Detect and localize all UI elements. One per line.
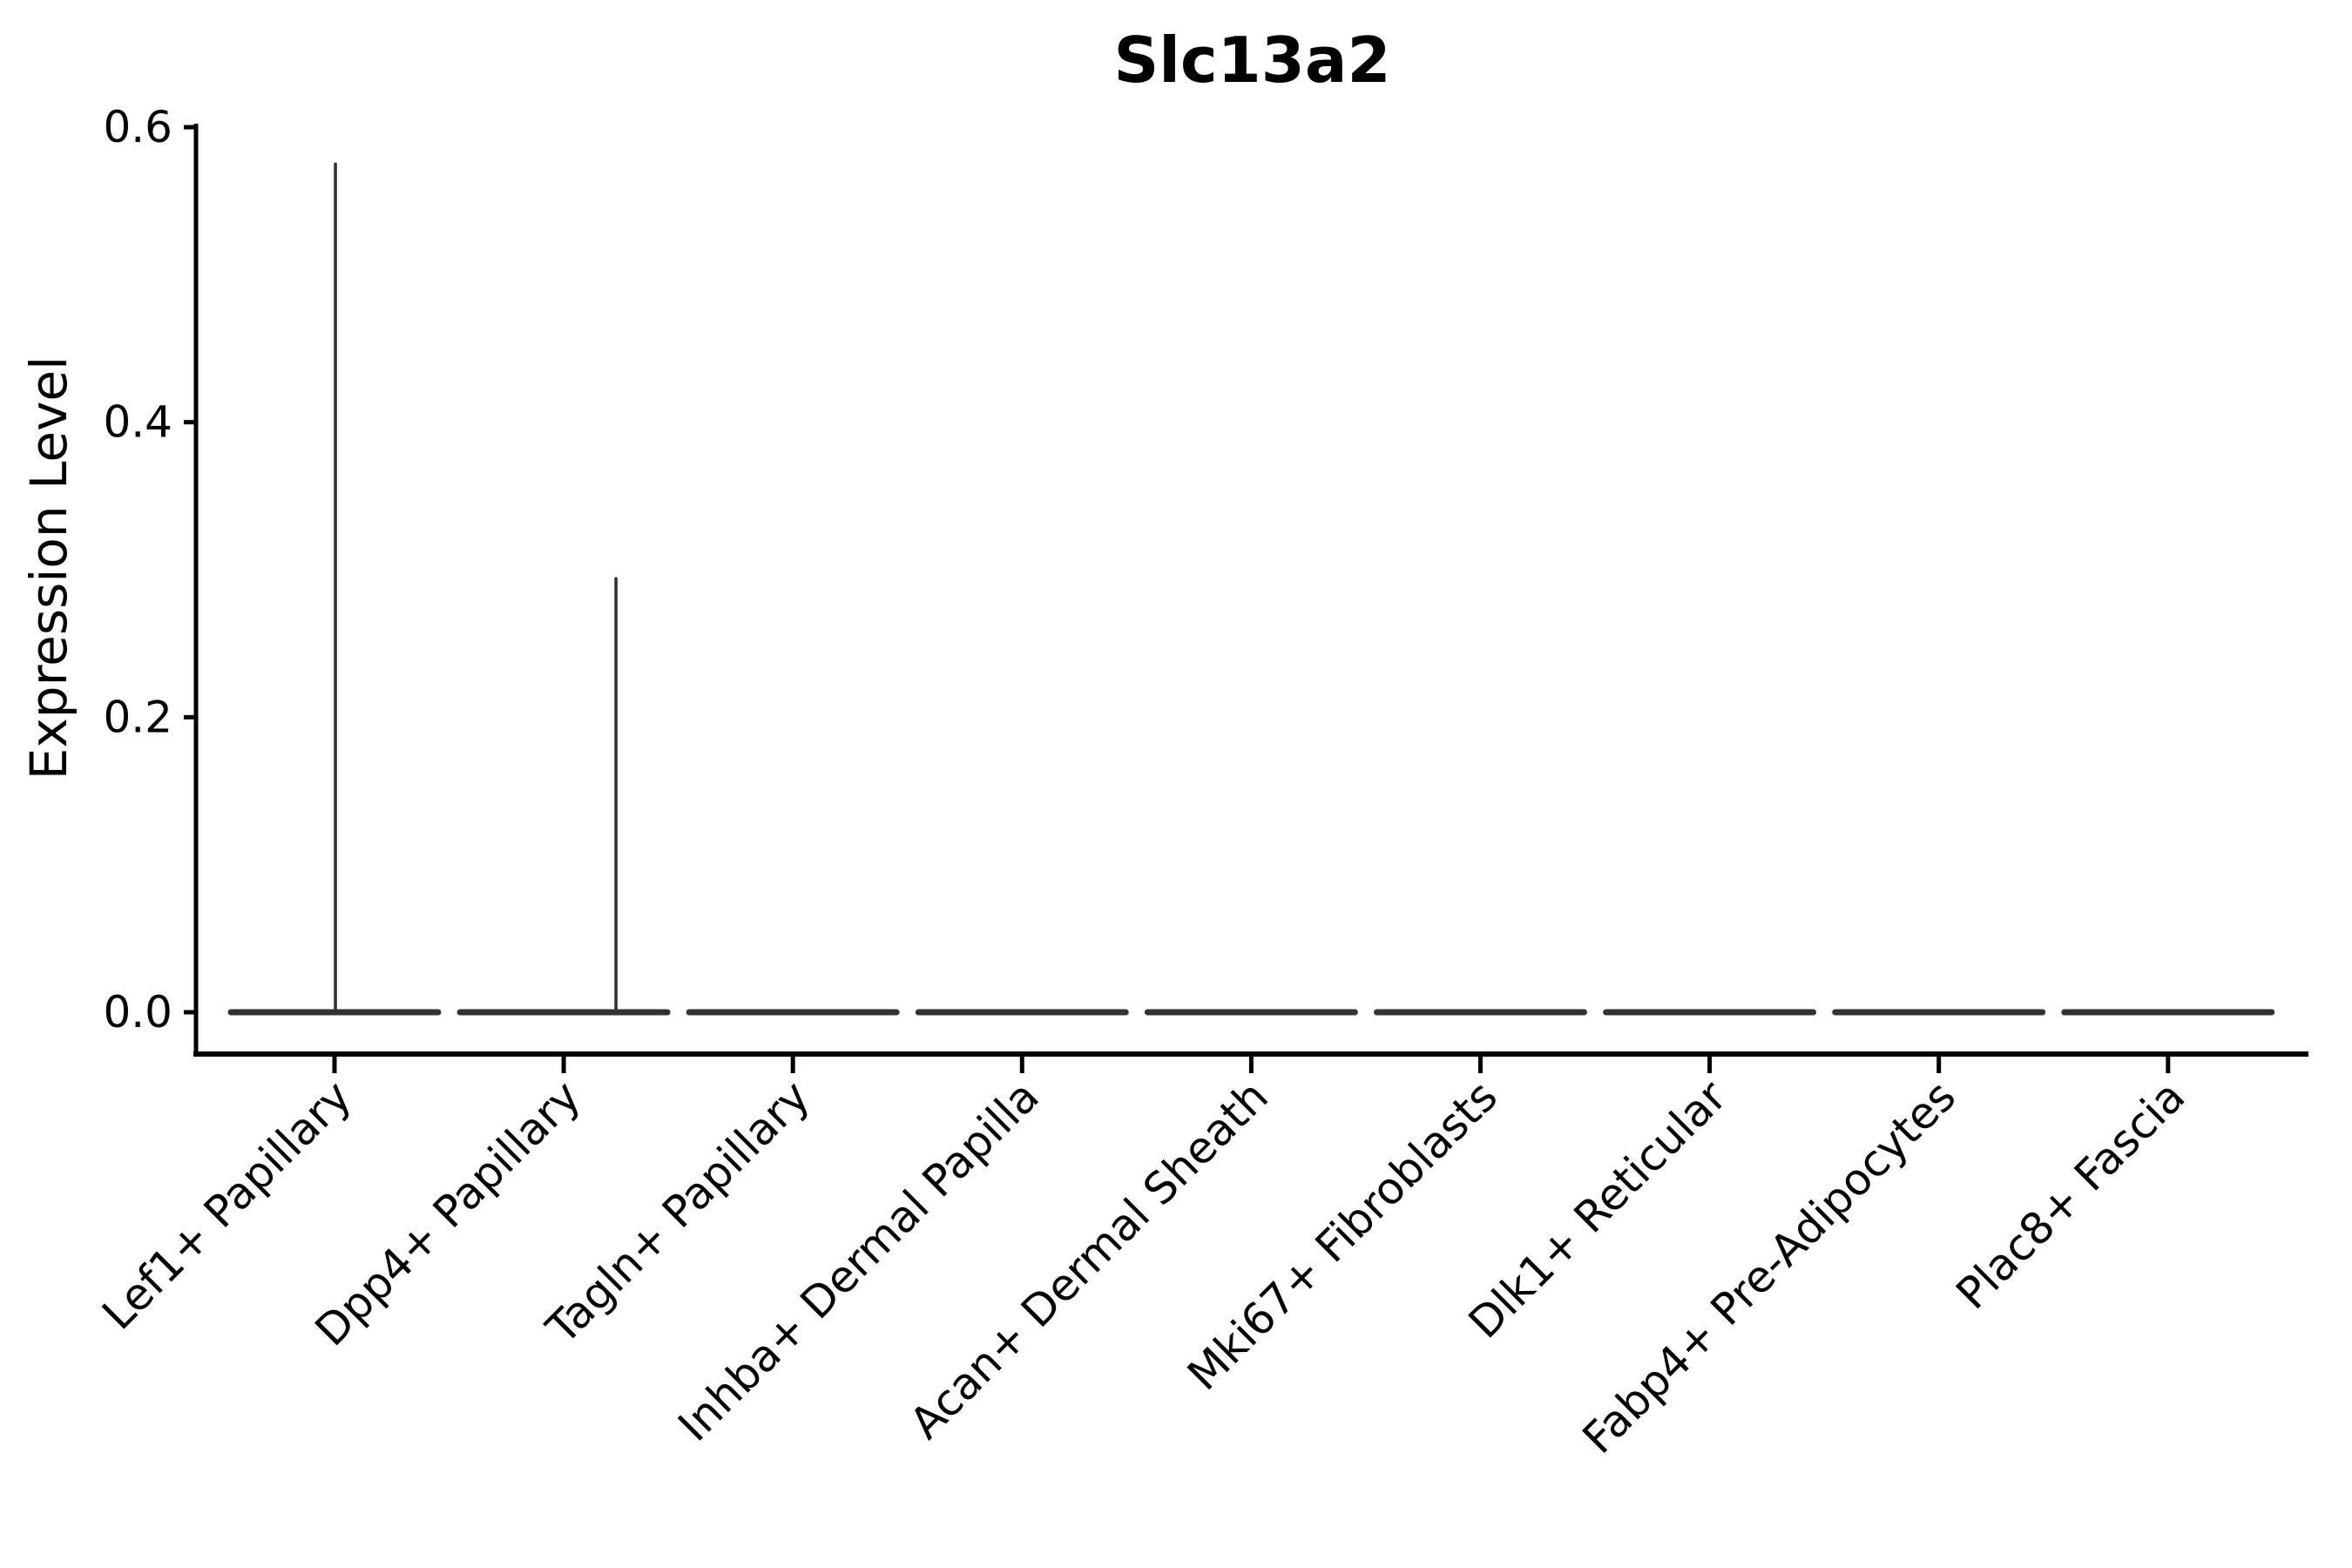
chart-title: Slc13a2 (1113, 24, 1391, 97)
y-axis-ticks: 0.0 0.2 0.4 0.6 (103, 102, 196, 1037)
x-tick-label: Plac8+ Fascia (1947, 1071, 2195, 1319)
y-tick-label: 0.0 (103, 987, 172, 1037)
y-tick-label: 0.4 (103, 397, 172, 448)
violin-series (227, 162, 2275, 1016)
y-tick-label: 0.6 (103, 102, 172, 152)
x-tick-label: Fabp4+ Pre-Adipocytes (1573, 1071, 1966, 1463)
y-tick-label: 0.2 (103, 692, 172, 742)
x-tick-label: Lef1+ Papillary (92, 1071, 361, 1339)
axis-spines (193, 124, 2308, 1057)
